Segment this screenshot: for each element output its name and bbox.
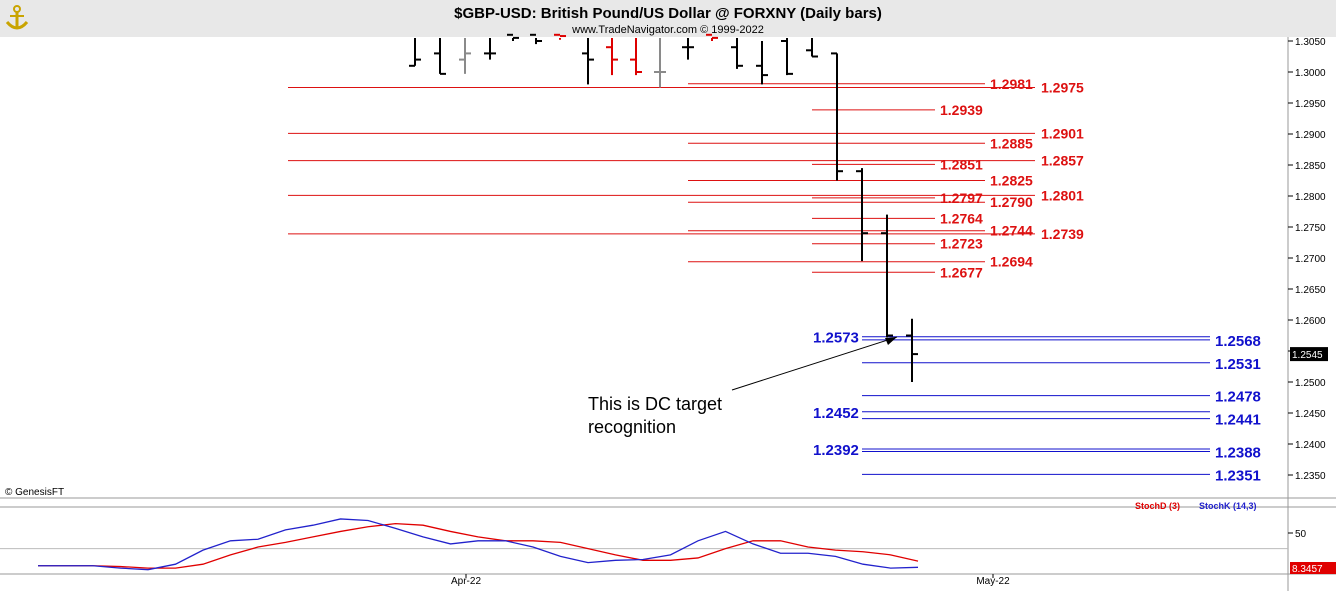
stoch-last-box: [1290, 562, 1336, 574]
red-level-label: 1.2744: [990, 223, 1033, 239]
price-tick-label: 1.2800: [1295, 192, 1326, 203]
price-tick-label: 1.2750: [1295, 223, 1326, 234]
red-level-label: 1.2939: [940, 102, 983, 118]
last-price-box: [1290, 347, 1328, 362]
red-level-label: 1.2901: [1041, 125, 1084, 141]
price-tick-label: 1.2350: [1295, 471, 1326, 482]
chart-subtitle: www.TradeNavigator.com © 1999-2022: [571, 24, 764, 36]
red-level-label: 1.2975: [1041, 80, 1084, 96]
price-tick-label: 1.2950: [1295, 99, 1326, 110]
price-tick-label: 1.2500: [1295, 378, 1326, 389]
blue-level-label: 1.2388: [1215, 444, 1261, 461]
price-tick-label: 1.2600: [1295, 316, 1326, 327]
red-level-label: 1.2885: [990, 135, 1033, 151]
red-level-label: 1.2801: [1041, 187, 1084, 203]
price-tick-label: 1.3050: [1295, 37, 1326, 48]
red-level-label: 1.2723: [940, 236, 983, 252]
date-label-may: May-22: [976, 576, 1010, 587]
annotation-arrow: [731, 336, 898, 391]
red-level-label: 1.2739: [1041, 226, 1084, 242]
anchor-logo-icon: [5, 5, 29, 30]
last-price-label: 1.2545: [1292, 350, 1323, 361]
red-level-label: 1.2851: [940, 156, 983, 172]
blue-level-label: 1.2441: [1215, 412, 1261, 429]
price-tick-label: 1.2900: [1295, 130, 1326, 141]
chart-header: [0, 0, 1336, 37]
blue-level-label: 1.2568: [1215, 333, 1261, 350]
blue-level-label: 1.2573: [813, 330, 859, 347]
stochK-legend: StochK (14,3): [1199, 501, 1257, 511]
date-label-apr: Apr-22: [451, 576, 481, 587]
annotation-line-1: This is DC target: [588, 394, 722, 414]
red-level-label: 1.2857: [1041, 153, 1084, 169]
red-level-label: 1.2790: [990, 194, 1033, 210]
red-level-label: 1.2694: [990, 254, 1033, 270]
blue-level-label: 1.2531: [1215, 356, 1261, 373]
price-tick-label: 1.2650: [1295, 285, 1326, 296]
price-tick-label: 1.2700: [1295, 254, 1326, 265]
chart-title: $GBP-USD: British Pound/US Dollar @ FORX…: [454, 5, 882, 22]
price-tick-label: 1.2400: [1295, 440, 1326, 451]
stoch-tick-label: 50: [1295, 529, 1307, 540]
red-level-label: 1.2797: [940, 190, 983, 206]
stochD-legend: StochD (3): [1135, 501, 1180, 511]
red-level-label: 1.2981: [990, 76, 1033, 92]
stoch-last-label: 8.3457: [1292, 564, 1323, 575]
blue-level-label: 1.2392: [813, 442, 859, 459]
price-tick-label: 1.2850: [1295, 161, 1326, 172]
red-level-label: 1.2825: [990, 173, 1033, 189]
price-tick-label: 1.2450: [1295, 409, 1326, 420]
blue-level-label: 1.2478: [1215, 389, 1261, 406]
blue-level-label: 1.2452: [813, 405, 859, 422]
price-tick-label: 1.3000: [1295, 68, 1326, 79]
stochD-line: [38, 522, 919, 569]
annotation-arrowhead: [885, 337, 897, 345]
annotation-line-2: recognition: [588, 417, 676, 437]
stochK-line: [38, 518, 919, 571]
blue-level-label: 1.2351: [1215, 467, 1261, 484]
red-level-label: 1.2677: [940, 264, 983, 280]
copyright-label: © GenesisFT: [5, 487, 64, 498]
red-level-label: 1.2764: [940, 210, 983, 226]
